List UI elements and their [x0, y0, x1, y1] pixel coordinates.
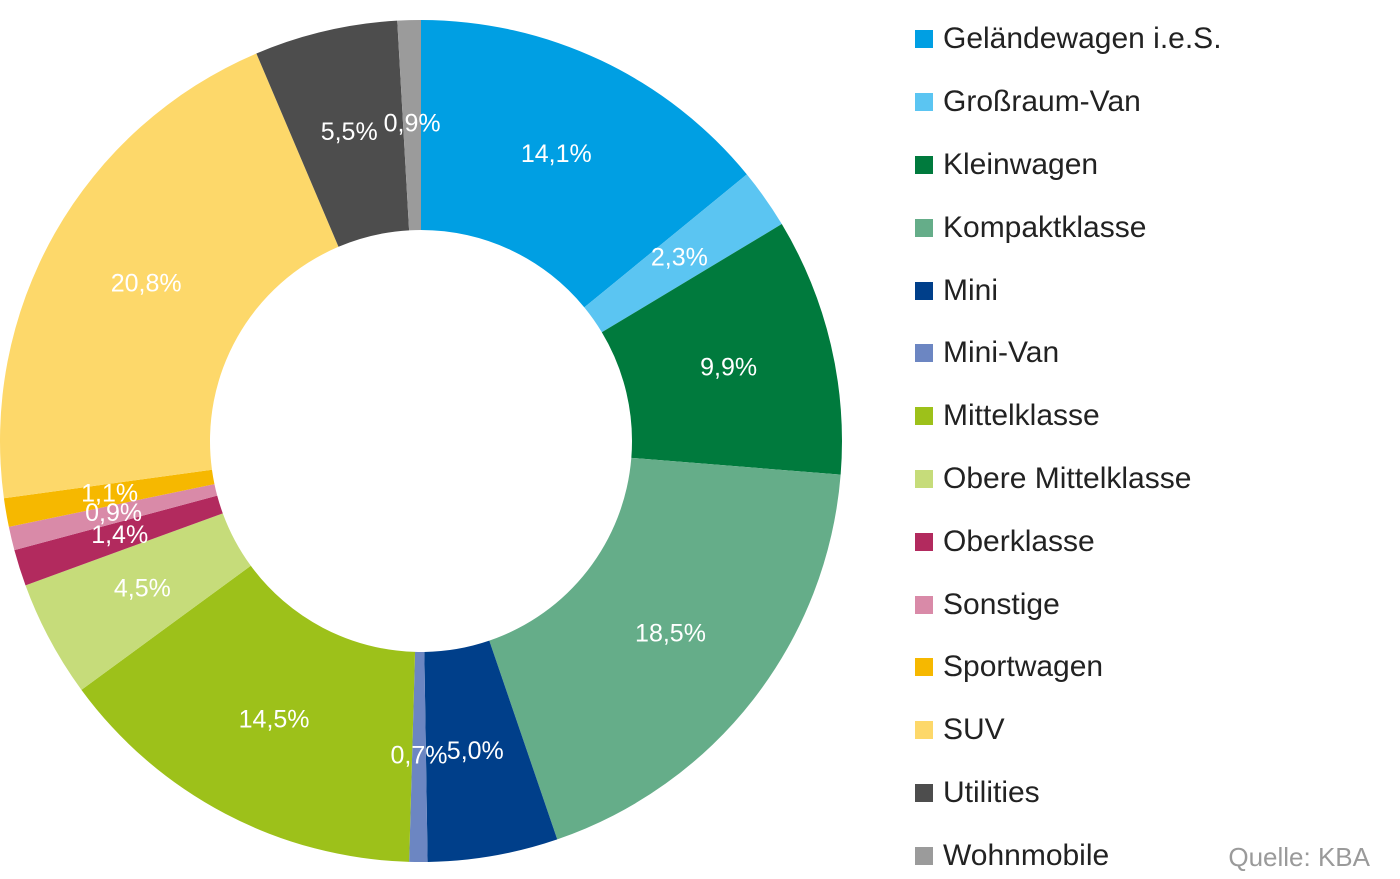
legend-label: Großraum-Van: [943, 85, 1141, 119]
legend-item-suv: SUV: [915, 699, 1335, 762]
legend-swatch: [915, 93, 933, 112]
legend-swatch: [915, 783, 933, 802]
legend-item-sonstige: Sonstige: [915, 573, 1335, 636]
legend-label: Utilities: [943, 775, 1040, 809]
legend-item-mittelklasse: Mittelklasse: [915, 385, 1335, 448]
donut-chart: 14,1%2,3%9,9%18,5%5,0%0,7%14,5%4,5%1,4%0…: [0, 20, 842, 862]
legend-item-mini: Mini: [915, 259, 1335, 322]
legend-label: Kleinwagen: [943, 147, 1099, 181]
legend-label: Mini: [943, 273, 999, 307]
legend-swatch: [915, 721, 933, 740]
slice-label-mini: 5,0%: [447, 737, 504, 765]
slice-label-oberklasse: 1,4%: [91, 521, 148, 549]
slice-label-suv: 20,8%: [111, 270, 182, 298]
slice-sportwagen: [3, 469, 215, 527]
legend-label: Kompaktklasse: [943, 210, 1147, 244]
legend-swatch: [915, 595, 933, 614]
slice-mini-van: [409, 651, 428, 862]
legend-label: Mittelklasse: [943, 399, 1100, 433]
legend-swatch: [915, 30, 933, 49]
legend-item-kompaktklasse: Kompaktklasse: [915, 196, 1335, 259]
legend-label: Wohnmobile: [943, 838, 1110, 872]
slice-label-obere-mittelklasse: 4,5%: [114, 575, 171, 603]
legend: Geländewagen i.e.S. Großraum-Van Kleinwage…: [915, 8, 1335, 879]
source-note: Quelle: KBA: [1228, 842, 1370, 872]
donut-slices: [0, 20, 842, 862]
slice-mittelklasse: [81, 565, 416, 862]
legend-label: SUV: [943, 713, 1005, 747]
legend-item-gelaendewagen-i-e-s: Geländewagen i.e.S.: [915, 8, 1335, 71]
legend-item-obere-mittelklasse: Obere Mittelklasse: [915, 448, 1335, 511]
slice-label-grossraum-van: 2,3%: [651, 244, 708, 272]
slice-label-gelaendewagen-i-e-s: 14,1%: [521, 140, 592, 168]
slice-utilities: [256, 20, 410, 247]
legend-swatch: [915, 218, 933, 237]
slice-wohnmobile: [397, 20, 421, 231]
legend-label: Sonstige: [943, 587, 1060, 621]
legend-swatch: [915, 155, 933, 174]
legend-label: Obere Mittelklasse: [943, 461, 1192, 495]
slice-label-mini-van: 0,7%: [391, 742, 448, 770]
legend-label: Mini-Van: [943, 336, 1060, 370]
slice-label-wohnmobile: 0,9%: [384, 110, 441, 138]
slice-label-kompaktklasse: 18,5%: [635, 620, 706, 648]
legend-swatch: [915, 407, 933, 426]
slice-label-kleinwagen: 9,9%: [700, 353, 757, 381]
slice-grossraum-van: [584, 174, 782, 333]
legend-item-grossraum-van: Großraum-Van: [915, 71, 1335, 134]
legend-swatch: [915, 469, 933, 488]
legend-item-oberklasse: Oberklasse: [915, 510, 1335, 573]
legend-swatch: [915, 532, 933, 551]
legend-swatch: [915, 658, 933, 677]
legend-item-sportwagen: Sportwagen: [915, 636, 1335, 699]
legend-label: Geländewagen i.e.S.: [943, 22, 1222, 56]
slice-suv: [0, 53, 339, 499]
slice-obere-mittelklasse: [25, 513, 251, 690]
slice-label-sportwagen: 1,1%: [81, 479, 138, 507]
slice-kleinwagen: [601, 224, 842, 475]
legend-item-wohnmobile: Wohnmobile: [915, 824, 1335, 879]
legend-item-utilities: Utilities: [915, 762, 1335, 825]
slice-sonstige: [8, 484, 218, 551]
legend-label: Oberklasse: [943, 524, 1095, 558]
slice-mini: [424, 640, 558, 862]
slice-oberklasse: [14, 495, 223, 586]
slice-label-mittelklasse: 14,5%: [239, 705, 310, 733]
legend-item-kleinwagen: Kleinwagen: [915, 134, 1335, 197]
legend-swatch: [915, 281, 933, 300]
slice-label-sonstige: 0,9%: [85, 499, 142, 527]
slice-kompaktklasse: [489, 457, 841, 840]
donut-value-labels: 14,1%2,3%9,9%18,5%5,0%0,7%14,5%4,5%1,4%0…: [81, 110, 757, 770]
legend-label: Sportwagen: [943, 650, 1104, 684]
legend-item-mini-van: Mini-Van: [915, 322, 1335, 385]
legend-swatch: [915, 344, 933, 363]
slice-gelaendewagen-i-e-s: [421, 20, 747, 308]
legend-swatch: [915, 846, 933, 865]
slice-label-utilities: 5,5%: [321, 118, 378, 146]
